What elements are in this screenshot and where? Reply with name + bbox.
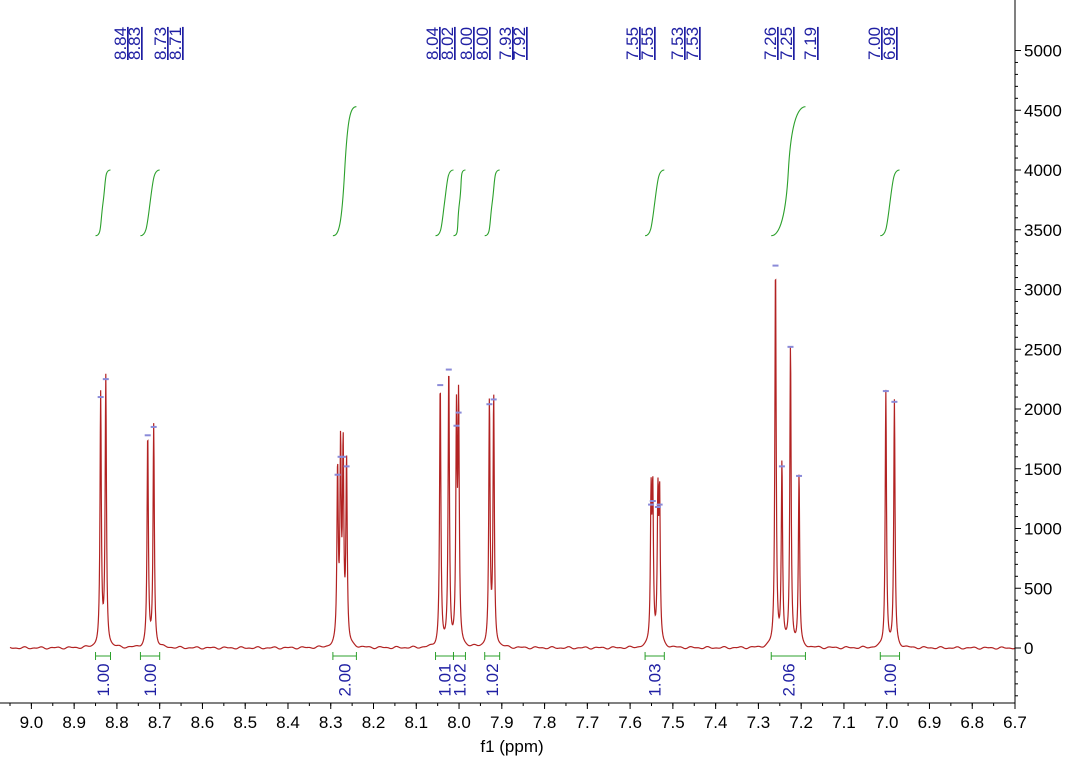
x-tick-label: 6.8 [960, 713, 984, 732]
x-tick-label: 8.7 [148, 713, 172, 732]
x-tick-label: 7.3 [747, 713, 771, 732]
integral-curve [453, 169, 466, 237]
x-tick-label: 8.1 [404, 713, 428, 732]
peak-shift-label: 8.83 [125, 27, 144, 60]
integral-value: 1.00 [881, 663, 900, 696]
x-tick-label: 8.2 [362, 713, 386, 732]
peak-shift-label: 8.00 [473, 27, 492, 60]
x-axis-title: f1 (ppm) [480, 737, 543, 756]
integral-curve [484, 169, 500, 237]
integral-value: 2.06 [779, 663, 798, 696]
x-tick-label: 7.7 [576, 713, 600, 732]
y-tick-label: 3000 [1024, 281, 1062, 300]
x-tick-label: 8.4 [276, 713, 300, 732]
x-axis: 9.0 8.9 8.8 8.7 8.6 8.5 8.4 8.3 8.2 8.1 8.0 7.9 7.8 7… [0, 702, 1027, 732]
peak-shift-label: 7.25 [777, 27, 796, 60]
x-tick-label: 7.4 [704, 713, 728, 732]
integral-curve-group [95, 106, 900, 237]
peak-shift-label: 8.04 [423, 27, 442, 60]
peak-shift-label: 7.92 [510, 27, 529, 60]
y-tick-label: 2500 [1024, 340, 1062, 359]
x-tick-label: 8.3 [319, 713, 343, 732]
peak-shift-label: 8.71 [166, 27, 185, 60]
peak-shift-label: 7.00 [865, 27, 884, 60]
integral-curve [771, 106, 806, 237]
spectrum-trace [9, 278, 1016, 650]
peak-shift-label: 7.55 [638, 27, 657, 60]
y-tick-label: 3500 [1024, 221, 1062, 240]
peak-shift-label: 6.98 [880, 27, 899, 60]
integral-value: 1.03 [646, 663, 665, 696]
x-tick-label: 8.5 [233, 713, 257, 732]
peak-shift-label: 8.73 [151, 27, 170, 60]
peak-shift-label: 7.53 [683, 27, 702, 60]
y-tick-label: 0 [1024, 639, 1033, 658]
peak-label-group: 8.848.83 8.738.71 8.048.02 8.008.00 7.937.92… [111, 27, 899, 60]
x-tick-label: 8.6 [191, 713, 215, 732]
peak-shift-label: 8.84 [111, 27, 130, 60]
integral-value: 1.02 [450, 663, 469, 696]
x-tick-label: 7.8 [533, 713, 557, 732]
integral-value: 1.00 [141, 663, 160, 696]
integral-value: 2.00 [336, 663, 355, 696]
y-tick-label: 4000 [1024, 161, 1062, 180]
x-tick-label: 9.0 [20, 713, 44, 732]
integral-curve [644, 169, 665, 237]
y-tick-label: 4500 [1024, 101, 1062, 120]
peak-shift-label: 7.93 [496, 27, 515, 60]
peak-shift-label: 8.00 [457, 27, 476, 60]
peak-shift-label: 7.53 [668, 27, 687, 60]
x-tick-label: 8.9 [62, 713, 86, 732]
integral-value: 1.01 [436, 663, 455, 696]
x-tick-label: 7.6 [618, 713, 642, 732]
x-tick-label: 7.1 [832, 713, 856, 732]
peak-shift-label: 8.02 [438, 27, 457, 60]
x-tick-label: 7.0 [875, 713, 899, 732]
y-tick-label: 5000 [1024, 42, 1062, 61]
x-tick-label: 6.7 [1003, 713, 1027, 732]
integral-curve [880, 169, 900, 237]
peak-shift-label: 7.55 [623, 27, 642, 60]
integral-bracket-group: 1.00 1.00 2.00 1.011.02 1.02 1.03 2.06 1.00 [94, 264, 901, 697]
y-tick-label: 2000 [1024, 400, 1062, 419]
peak-shift-label: 7.26 [761, 27, 780, 60]
integral-value: 1.02 [483, 663, 502, 696]
y-tick-label: 1000 [1024, 520, 1062, 539]
x-tick-label: 8.8 [105, 713, 129, 732]
integral-curve [140, 169, 160, 237]
y-tick-label: 1500 [1024, 460, 1062, 479]
x-tick-label: 7.2 [789, 713, 813, 732]
x-tick-label: 8.0 [447, 713, 471, 732]
x-tick-label: 7.5 [661, 713, 685, 732]
integral-curve [332, 106, 357, 237]
x-tick-label: 6.9 [918, 713, 942, 732]
integral-value: 1.00 [94, 663, 113, 696]
integral-curve [95, 169, 111, 237]
integral-curve [435, 169, 454, 237]
peak-shift-label: 7.19 [801, 27, 820, 60]
y-tick-label: 500 [1024, 579, 1052, 598]
x-tick-label: 7.9 [490, 713, 514, 732]
